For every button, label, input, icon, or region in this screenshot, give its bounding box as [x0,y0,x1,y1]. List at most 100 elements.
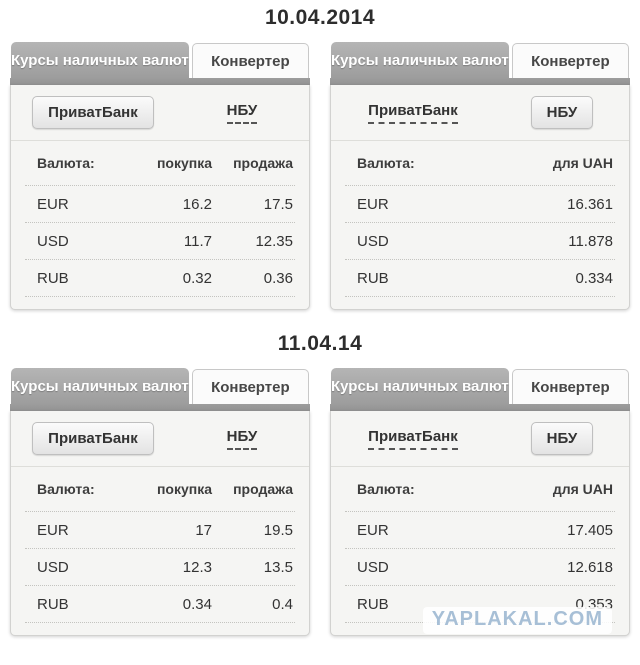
uah-rate: 17.405 [567,521,613,539]
table-row: USD 11.878 [345,223,615,260]
currency-code: EUR [37,521,69,539]
bank-selector-row: ПриватБанк НБУ [331,85,629,141]
bank-cell: НБУ [175,102,309,124]
currency-code: RUB [357,595,389,613]
rates-table: Валюта: покупка продажа EUR 16.2 17.5 US… [11,141,309,297]
uah-rate: 0.334 [575,269,613,287]
tab-cash-rates[interactable]: Курсы наличных валют [331,42,509,78]
privatbank-link[interactable]: ПриватБанк [368,428,458,450]
bank-cell: ПриватБанк [331,428,495,450]
table-header-row: Валюта: покупка продажа [25,467,295,512]
tab-cash-rates[interactable]: Курсы наличных валют [11,368,189,404]
buy-rate: 0.34 [182,595,212,613]
sell-header: продажа [233,481,293,497]
sell-rate: 0.4 [272,595,293,613]
buy-rate: 12.3 [182,558,212,576]
nbu-button[interactable]: НБУ [530,96,594,129]
currency-code: EUR [37,195,69,213]
buy-rate: 17 [195,521,212,539]
tab-strip [330,78,630,85]
widgets-row-day2: Курсы наличных валют Конвертер ПриватБан… [0,368,640,636]
currency-code: EUR [357,521,389,539]
tab-bar: Курсы наличных валют Конвертер [10,368,310,404]
rates-widget-nbu-day1: Курсы наличных валют Конвертер ПриватБан… [330,42,630,310]
date-title-day1: 10.04.2014 [264,6,376,29]
currency-header: Валюта: [357,481,415,497]
currency-header: Валюта: [37,481,95,497]
tab-converter[interactable]: Конвертер [511,43,629,78]
buy-rate: 11.7 [183,232,212,250]
currency-code: RUB [37,269,69,287]
rates-table: Валюта: покупка продажа EUR 17 19.5 USD … [11,467,309,623]
tab-strip [10,78,310,85]
uah-rate: 16.361 [567,195,613,213]
tab-bar: Курсы наличных валют Конвертер [330,42,630,78]
buy-header: покупка [156,155,212,171]
bank-selector-row: ПриватБанк НБУ [331,411,629,467]
bank-cell: ПриватБанк [331,102,495,124]
nbu-button[interactable]: НБУ [530,422,594,455]
buy-rate: 0.32 [182,269,212,287]
table-header-row: Валюта: для UAH [345,141,615,186]
tab-cash-rates[interactable]: Курсы наличных валют [11,42,189,78]
table-row: EUR 16.2 17.5 [25,186,295,223]
table-row: EUR 16.361 [345,186,615,223]
tab-bar: Курсы наличных валют Конвертер [330,368,630,404]
tab-cash-rates[interactable]: Курсы наличных валют [331,368,509,404]
uah-rate: 11.878 [568,232,613,250]
table-row: EUR 17 19.5 [25,512,295,549]
sell-rate: 0.36 [263,269,293,287]
buy-header: покупка [156,481,212,497]
tab-converter[interactable]: Конвертер [191,369,309,404]
rates-widget-privatbank-day1: Курсы наличных валют Конвертер ПриватБан… [10,42,310,310]
currency-code: USD [37,232,69,250]
sell-rate: 19.5 [263,521,293,539]
privatbank-button[interactable]: ПриватБанк [32,422,154,455]
table-row: USD 12.618 [345,549,615,586]
widget-body: ПриватБанк НБУ Валюта: для UAH EUR 16.36… [330,85,630,310]
bank-cell: НБУ [175,428,309,450]
sell-rate: 13.5 [263,558,293,576]
uah-rate: 12.618 [567,558,613,576]
tab-converter[interactable]: Конвертер [191,43,309,78]
currency-code: EUR [357,195,389,213]
sell-rate: 17.5 [263,195,293,213]
bank-selector-row: ПриватБанк НБУ [11,85,309,141]
bank-cell: ПриватБанк [11,96,175,129]
tab-strip [330,404,630,411]
rates-table: Валюта: для UAH EUR 16.361 USD 11.878 RU… [331,141,629,297]
bank-cell: НБУ [495,422,629,455]
currency-code: USD [357,232,389,250]
rates-widget-privatbank-day2: Курсы наличных валют Конвертер ПриватБан… [10,368,310,636]
currency-header: Валюта: [357,155,415,171]
table-row: USD 12.3 13.5 [25,549,295,586]
date-title-day2: 11.04.14 [277,332,363,355]
table-row: RUB 0.32 0.36 [25,260,295,297]
nbu-link[interactable]: НБУ [226,102,258,124]
privatbank-link[interactable]: ПриватБанк [368,102,458,124]
widgets-row-day1: Курсы наличных валют Конвертер ПриватБан… [0,42,640,310]
table-header-row: Валюта: для UAH [345,467,615,512]
tab-strip [10,404,310,411]
tab-converter[interactable]: Конвертер [511,369,629,404]
tab-bar: Курсы наличных валют Конвертер [10,42,310,78]
currency-header: Валюта: [37,155,95,171]
table-row: RUB 0.334 [345,260,615,297]
buy-rate: 16.2 [182,195,212,213]
bank-selector-row: ПриватБанк НБУ [11,411,309,467]
widget-body: ПриватБанк НБУ Валюта: покупка продажа E… [10,85,310,310]
table-header-row: Валюта: покупка продажа [25,141,295,186]
bank-cell: НБУ [495,96,629,129]
bank-cell: ПриватБанк [11,422,175,455]
currency-code: RUB [357,269,389,287]
watermark: YAPLAKAL.COM [422,607,612,634]
nbu-link[interactable]: НБУ [226,428,258,450]
table-row: RUB 0.34 0.4 [25,586,295,623]
privatbank-button[interactable]: ПриватБанк [32,96,154,129]
currency-code: USD [37,558,69,576]
rates-widget-nbu-day2: Курсы наличных валют Конвертер ПриватБан… [330,368,630,636]
currency-code: USD [357,558,389,576]
sell-header: продажа [233,155,293,171]
sell-rate: 12.35 [255,232,293,250]
